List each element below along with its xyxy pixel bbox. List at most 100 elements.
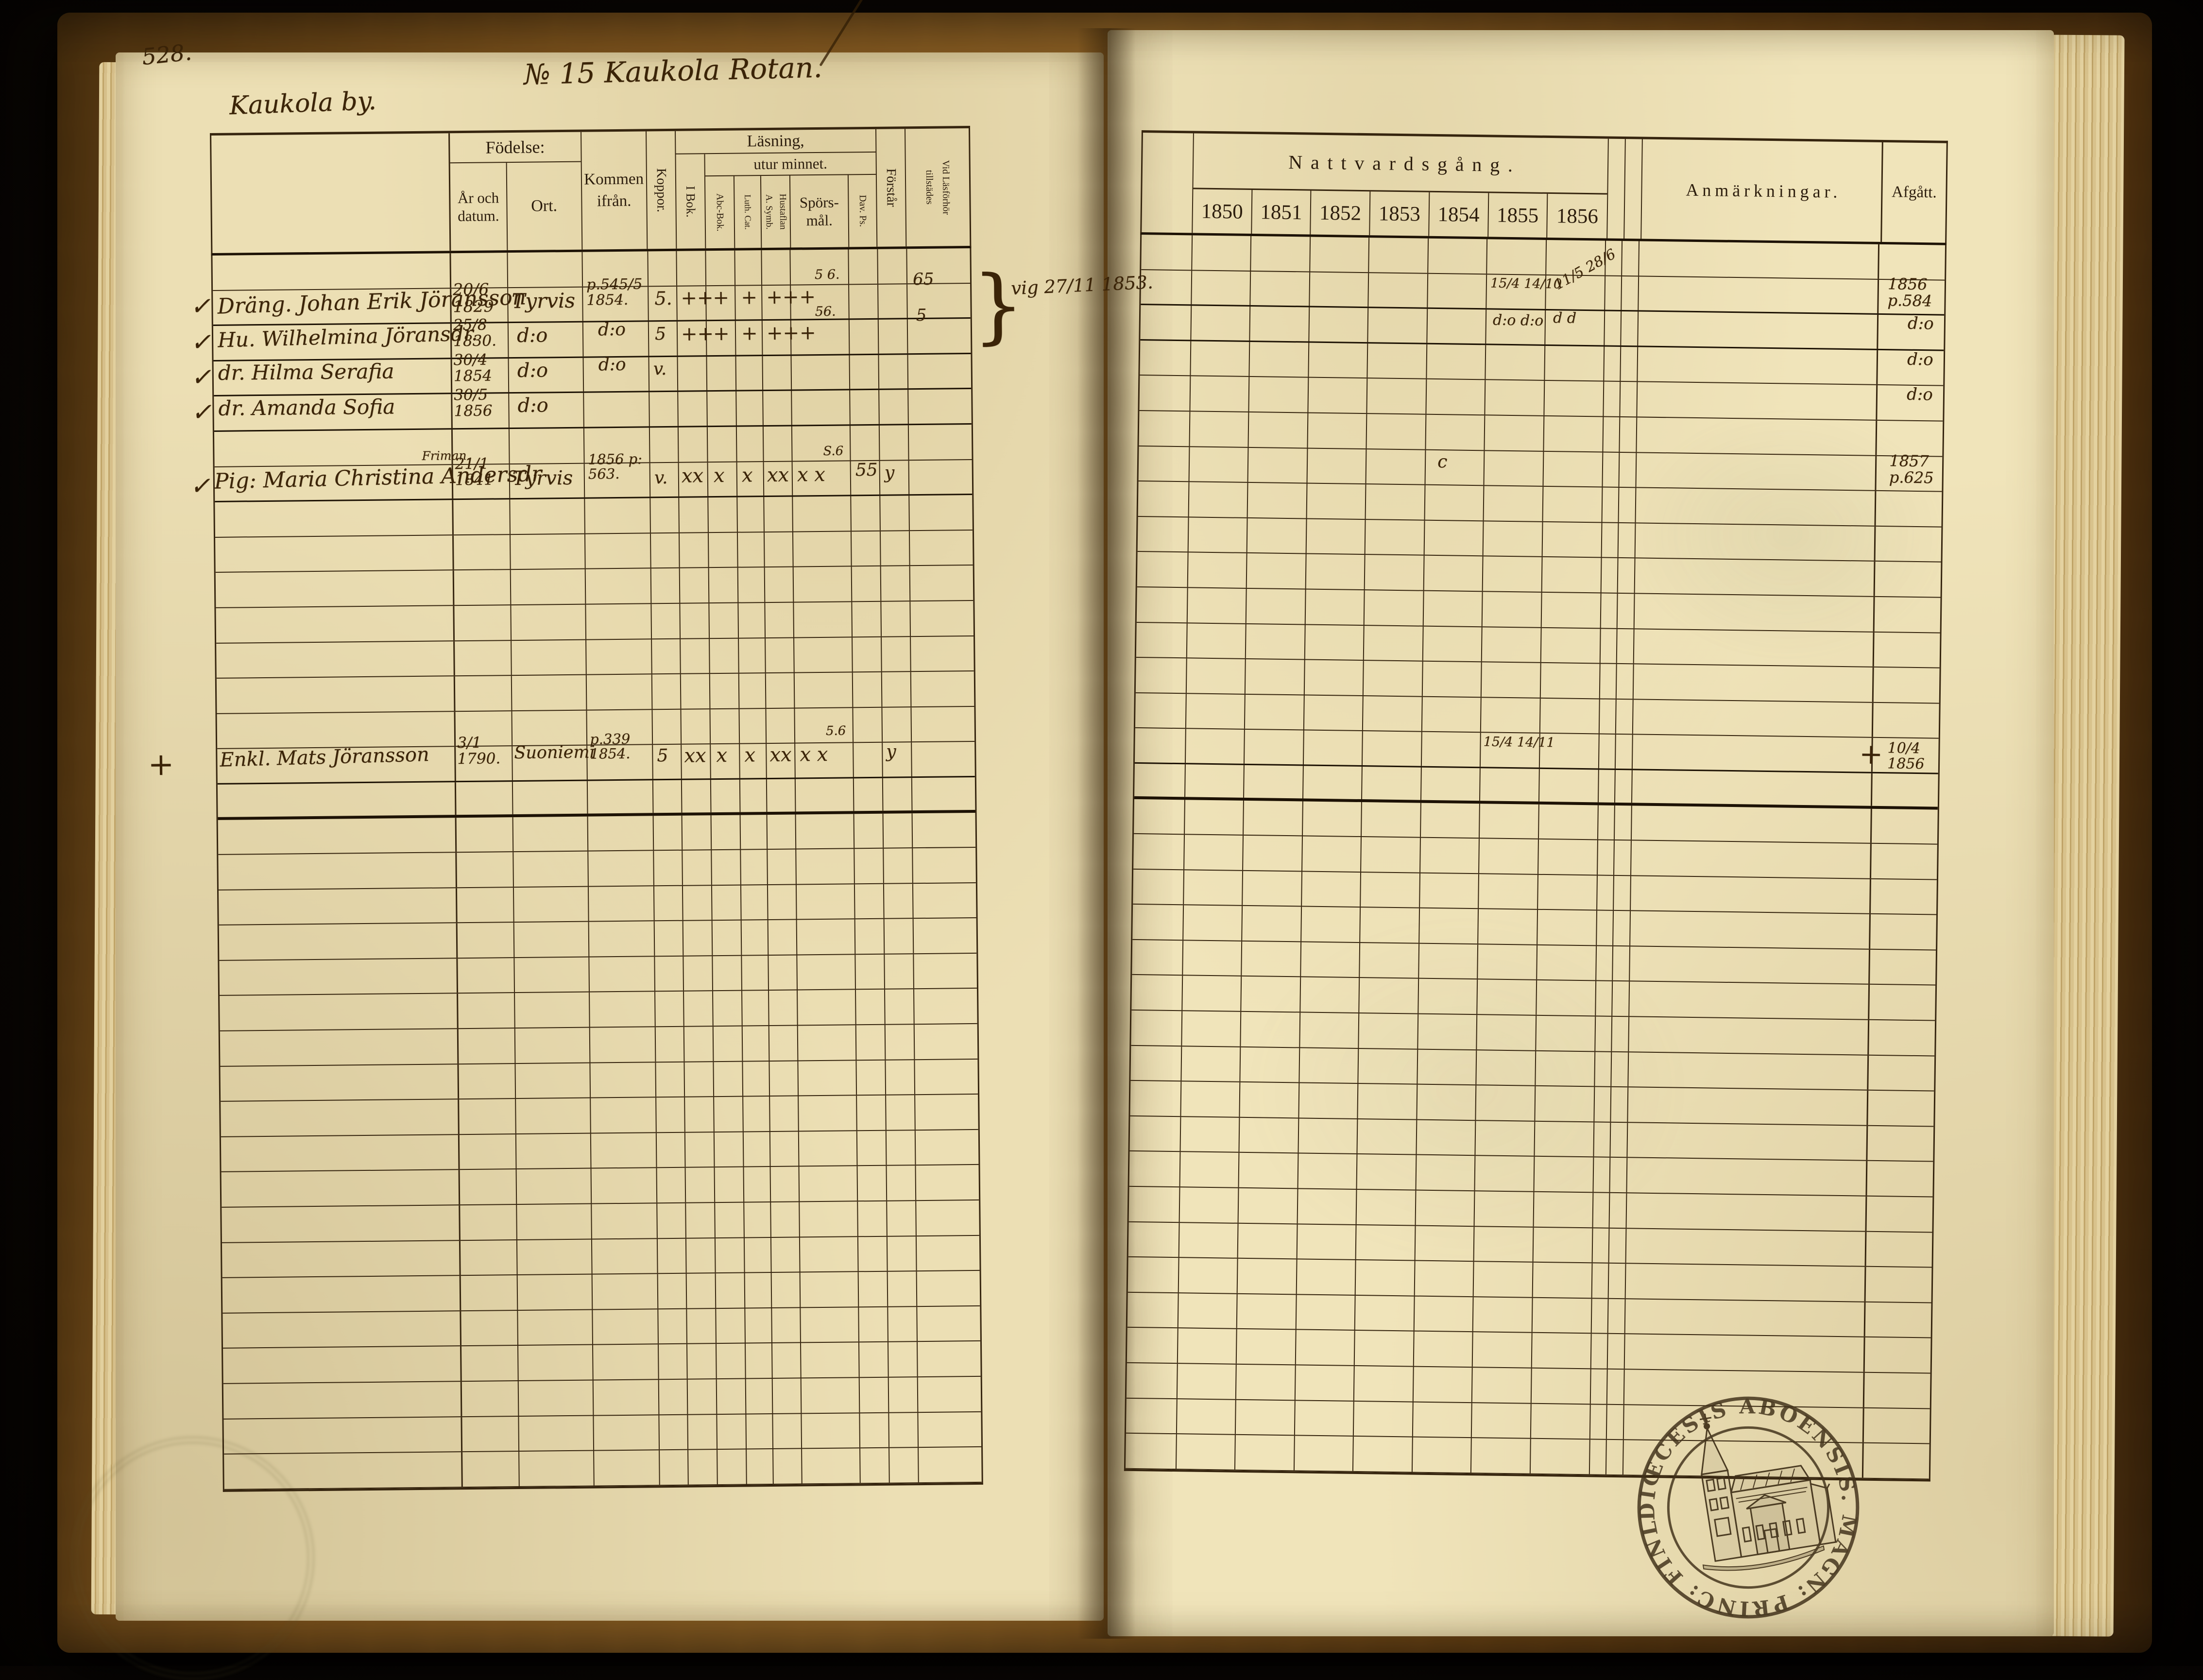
cell-spacer: [1619, 523, 1636, 558]
cell-remarks: [1631, 840, 1872, 878]
cell-1853: [1361, 837, 1421, 873]
cell-remarks: [1635, 523, 1876, 561]
entry-born: 20/6 1829: [453, 280, 508, 316]
communion-dates: d:o d:o: [1493, 311, 1544, 329]
cell-abc-book: [716, 1238, 745, 1273]
cell-attendance: [908, 389, 972, 424]
cell-spacer: [1620, 417, 1638, 452]
cell-spacer: [1129, 1116, 1181, 1151]
cell-spacer: [1608, 1299, 1626, 1334]
cell-birthplace: [518, 1345, 594, 1381]
cell-spacer: [1136, 587, 1188, 622]
cell-abc-book: [713, 1026, 743, 1061]
cell-born: [457, 887, 514, 923]
cell-questions: [798, 1025, 857, 1061]
entry-attendance: 65: [913, 270, 934, 289]
entry-came-from: 1856 p: 563.: [588, 450, 649, 482]
cell-attendance: [911, 636, 974, 671]
cell-attendance: [914, 989, 977, 1024]
cell-attendance: [910, 601, 973, 636]
cell-1853: [1367, 343, 1428, 379]
cell-1850: [1177, 1399, 1236, 1434]
cell-attendance: [912, 777, 975, 810]
cell-spacer: [1616, 699, 1634, 734]
rota-title: № 15 Kaukola Rotan.: [523, 51, 822, 91]
cell-name: [217, 711, 456, 749]
cell-remarks: [1634, 629, 1875, 667]
cell-understands: [885, 989, 915, 1024]
cell-smallpox: [653, 815, 683, 850]
cell-1850: [1184, 835, 1244, 870]
cell-household-symbols: [764, 497, 794, 531]
departed-entry: d:o: [1907, 385, 1933, 405]
cell-birthplace: [512, 781, 588, 814]
entry-birthplace: Tyrvis: [512, 467, 573, 490]
cell-understands: [880, 531, 910, 566]
entry-birthplace: d:o: [517, 359, 548, 382]
cell-in-book: [681, 709, 711, 744]
cell-questions: [801, 1307, 859, 1342]
examination-table: Födelse: År och datum. Ort. Kommen ifrån…: [148, 125, 1153, 1493]
cell-departed: [1869, 985, 1935, 1020]
cell-remarks: [1632, 770, 1873, 806]
cell-1850: [1188, 552, 1247, 588]
cell-1850: [1178, 1293, 1238, 1329]
cell-abc-book: [709, 532, 738, 567]
cell-spacer: [1600, 664, 1618, 699]
entry-birthplace: d:o: [517, 394, 548, 417]
cell-1854: [1426, 379, 1486, 415]
cell-born: [456, 817, 513, 852]
cell-abc-book: [707, 427, 737, 462]
cell-luther-catechism: [738, 567, 766, 602]
cell-1852: [1297, 1259, 1356, 1295]
cell-psalms: [855, 919, 885, 954]
cell-luther-catechism: [738, 638, 766, 673]
cell-household-symbols: [768, 920, 798, 955]
cell-1854: [1421, 732, 1482, 767]
cell-psalms: [857, 1095, 887, 1131]
cell-departed: [1874, 597, 1940, 632]
cell-household-symbols: [772, 1378, 802, 1413]
cell-1850: [1189, 446, 1249, 482]
cell-1853: [1356, 1190, 1417, 1225]
cell-psalms: [850, 355, 879, 389]
cell-smallpox: [659, 1415, 689, 1450]
communion-rows: [1124, 234, 1947, 1482]
cell-abc-book: [717, 1379, 747, 1414]
cell-spacer: [1139, 411, 1191, 446]
cell-1853: [1355, 1295, 1415, 1331]
cell-1852: [1301, 872, 1362, 907]
cell-1853: [1355, 1331, 1415, 1366]
cell-1854: [1418, 1014, 1478, 1049]
cell-birthplace: [516, 1169, 592, 1204]
cell-smallpox: [649, 392, 679, 427]
cell-questions: [799, 1166, 858, 1201]
cell-name: [216, 641, 455, 678]
cell-spacer: [1592, 1228, 1610, 1263]
cell-came-from: [589, 886, 655, 921]
cell-psalms: [854, 848, 884, 884]
cell-in-book: [680, 532, 709, 568]
cell-1855: [1485, 380, 1545, 415]
cell-departed: [1867, 1161, 1933, 1196]
cell-smallpox: [659, 1450, 689, 1485]
entry-born: 30/4 1854: [453, 351, 508, 385]
cell-questions: [796, 813, 855, 849]
cell-spacer: [1598, 805, 1616, 840]
cell-name: [215, 570, 455, 607]
cell-spacer: [1134, 728, 1186, 763]
cell-spacer: [1599, 734, 1617, 769]
cell-name: [223, 1346, 462, 1383]
cell-smallpox: [655, 1062, 685, 1097]
cell-1852: [1305, 589, 1365, 625]
cell-1856: [1543, 487, 1603, 522]
cell-psalms: [856, 990, 886, 1025]
cell-smallpox: [658, 1344, 688, 1379]
year-column-1853: 1853: [1370, 191, 1430, 236]
cell-psalms: [853, 707, 883, 742]
cell-departed: [1870, 914, 1936, 949]
cell-attendance: [909, 460, 972, 495]
cell-household-symbols: [765, 567, 794, 602]
cell-abc-book: [707, 356, 737, 391]
cell-1853: [1357, 1119, 1417, 1155]
